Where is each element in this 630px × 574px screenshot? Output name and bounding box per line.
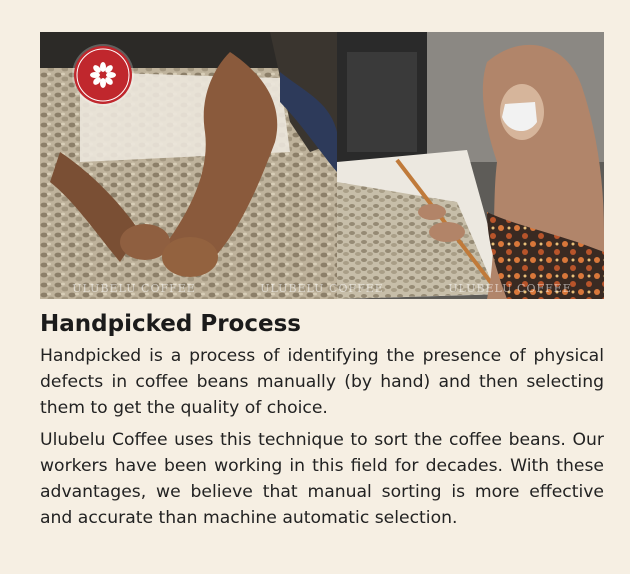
section-title: Handpicked Process xyxy=(40,311,301,337)
paragraph-2: Ulubelu Coffee uses this technique to so… xyxy=(40,430,604,528)
watermark-strip: ULUBELU COFFEE ULUBELU COFFEE ULUBELU CO… xyxy=(40,282,604,295)
watermark-text-1: ULUBELU COFFEE xyxy=(72,282,196,295)
photo-hands-sorting xyxy=(40,32,337,299)
paragraph-1: Handpicked is a process of identifying t… xyxy=(40,346,604,418)
photo-hands-sorting-image xyxy=(40,32,337,299)
watermark-text-3: ULUBELU COFFEE xyxy=(448,282,572,295)
photo-worker-sorting-image xyxy=(337,32,604,299)
ulubelu-logo-icon xyxy=(76,48,130,102)
watermark-text-2: ULUBELU COFFEE xyxy=(260,282,384,295)
content-card: ULUBELU COFFEE ULUBELU COFFEE ULUBELU CO… xyxy=(40,32,604,537)
photo-worker-sorting xyxy=(337,32,604,299)
ulubelu-logo-badge xyxy=(74,46,132,104)
photo-collage: ULUBELU COFFEE ULUBELU COFFEE ULUBELU CO… xyxy=(40,32,604,299)
